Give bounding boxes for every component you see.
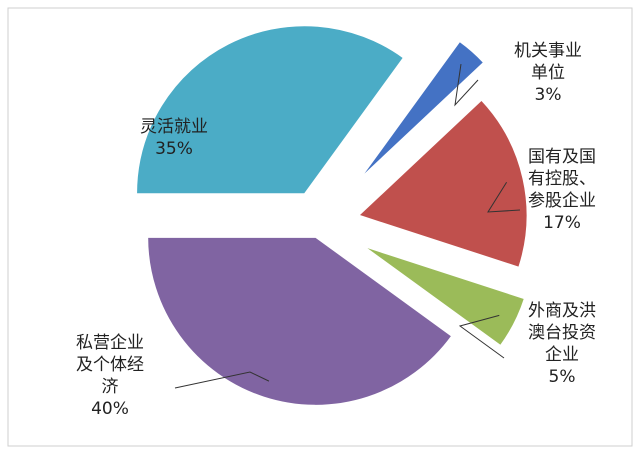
slice-label-line: 国有及国 [528, 147, 596, 167]
slice-label-line: 澳台投资 [528, 323, 596, 343]
slice-label-line: 外商及洪 [528, 301, 596, 321]
slice-percent: 40% [91, 399, 129, 419]
pie-slice-5 [136, 25, 405, 195]
slice-label-line: 单位 [531, 63, 565, 83]
slice-label-1: 机关事业单位 3% [514, 41, 582, 105]
slice-label-5: 灵活就业 35% [140, 117, 208, 159]
slice-percent: 3% [535, 85, 562, 105]
slice-label-2: 国有及国有控股、参股企业 17% [528, 147, 596, 233]
slice-label-line: 济 [102, 377, 119, 397]
slice-label-line: 参股企业 [528, 191, 596, 211]
pie-slice-3 [364, 246, 525, 347]
slice-percent: 17% [543, 213, 581, 233]
leader-line-3 [458, 314, 505, 359]
slice-label-line: 私营企业 [76, 333, 144, 353]
slice-label-line: 机关事业 [514, 41, 582, 61]
slice-label-line: 有控股、 [528, 169, 596, 189]
pie-slice-2 [358, 99, 528, 268]
slice-label-line: 企业 [545, 345, 579, 365]
slice-label-3: 外商及洪澳台投资企业 5% [528, 301, 596, 387]
slice-percent: 5% [549, 367, 576, 387]
leader-line-2 [487, 182, 521, 213]
slice-label-4: 私营企业及个体经济 40% [76, 333, 144, 419]
slice-label-line: 及个体经 [76, 355, 144, 375]
slice-percent: 35% [155, 139, 193, 159]
leader-line-4 [174, 371, 270, 389]
pie-slice-1 [360, 40, 485, 178]
leader-line-1 [454, 64, 479, 107]
slice-label-line: 灵活就业 [140, 117, 208, 137]
pie-slice-4 [147, 236, 453, 406]
